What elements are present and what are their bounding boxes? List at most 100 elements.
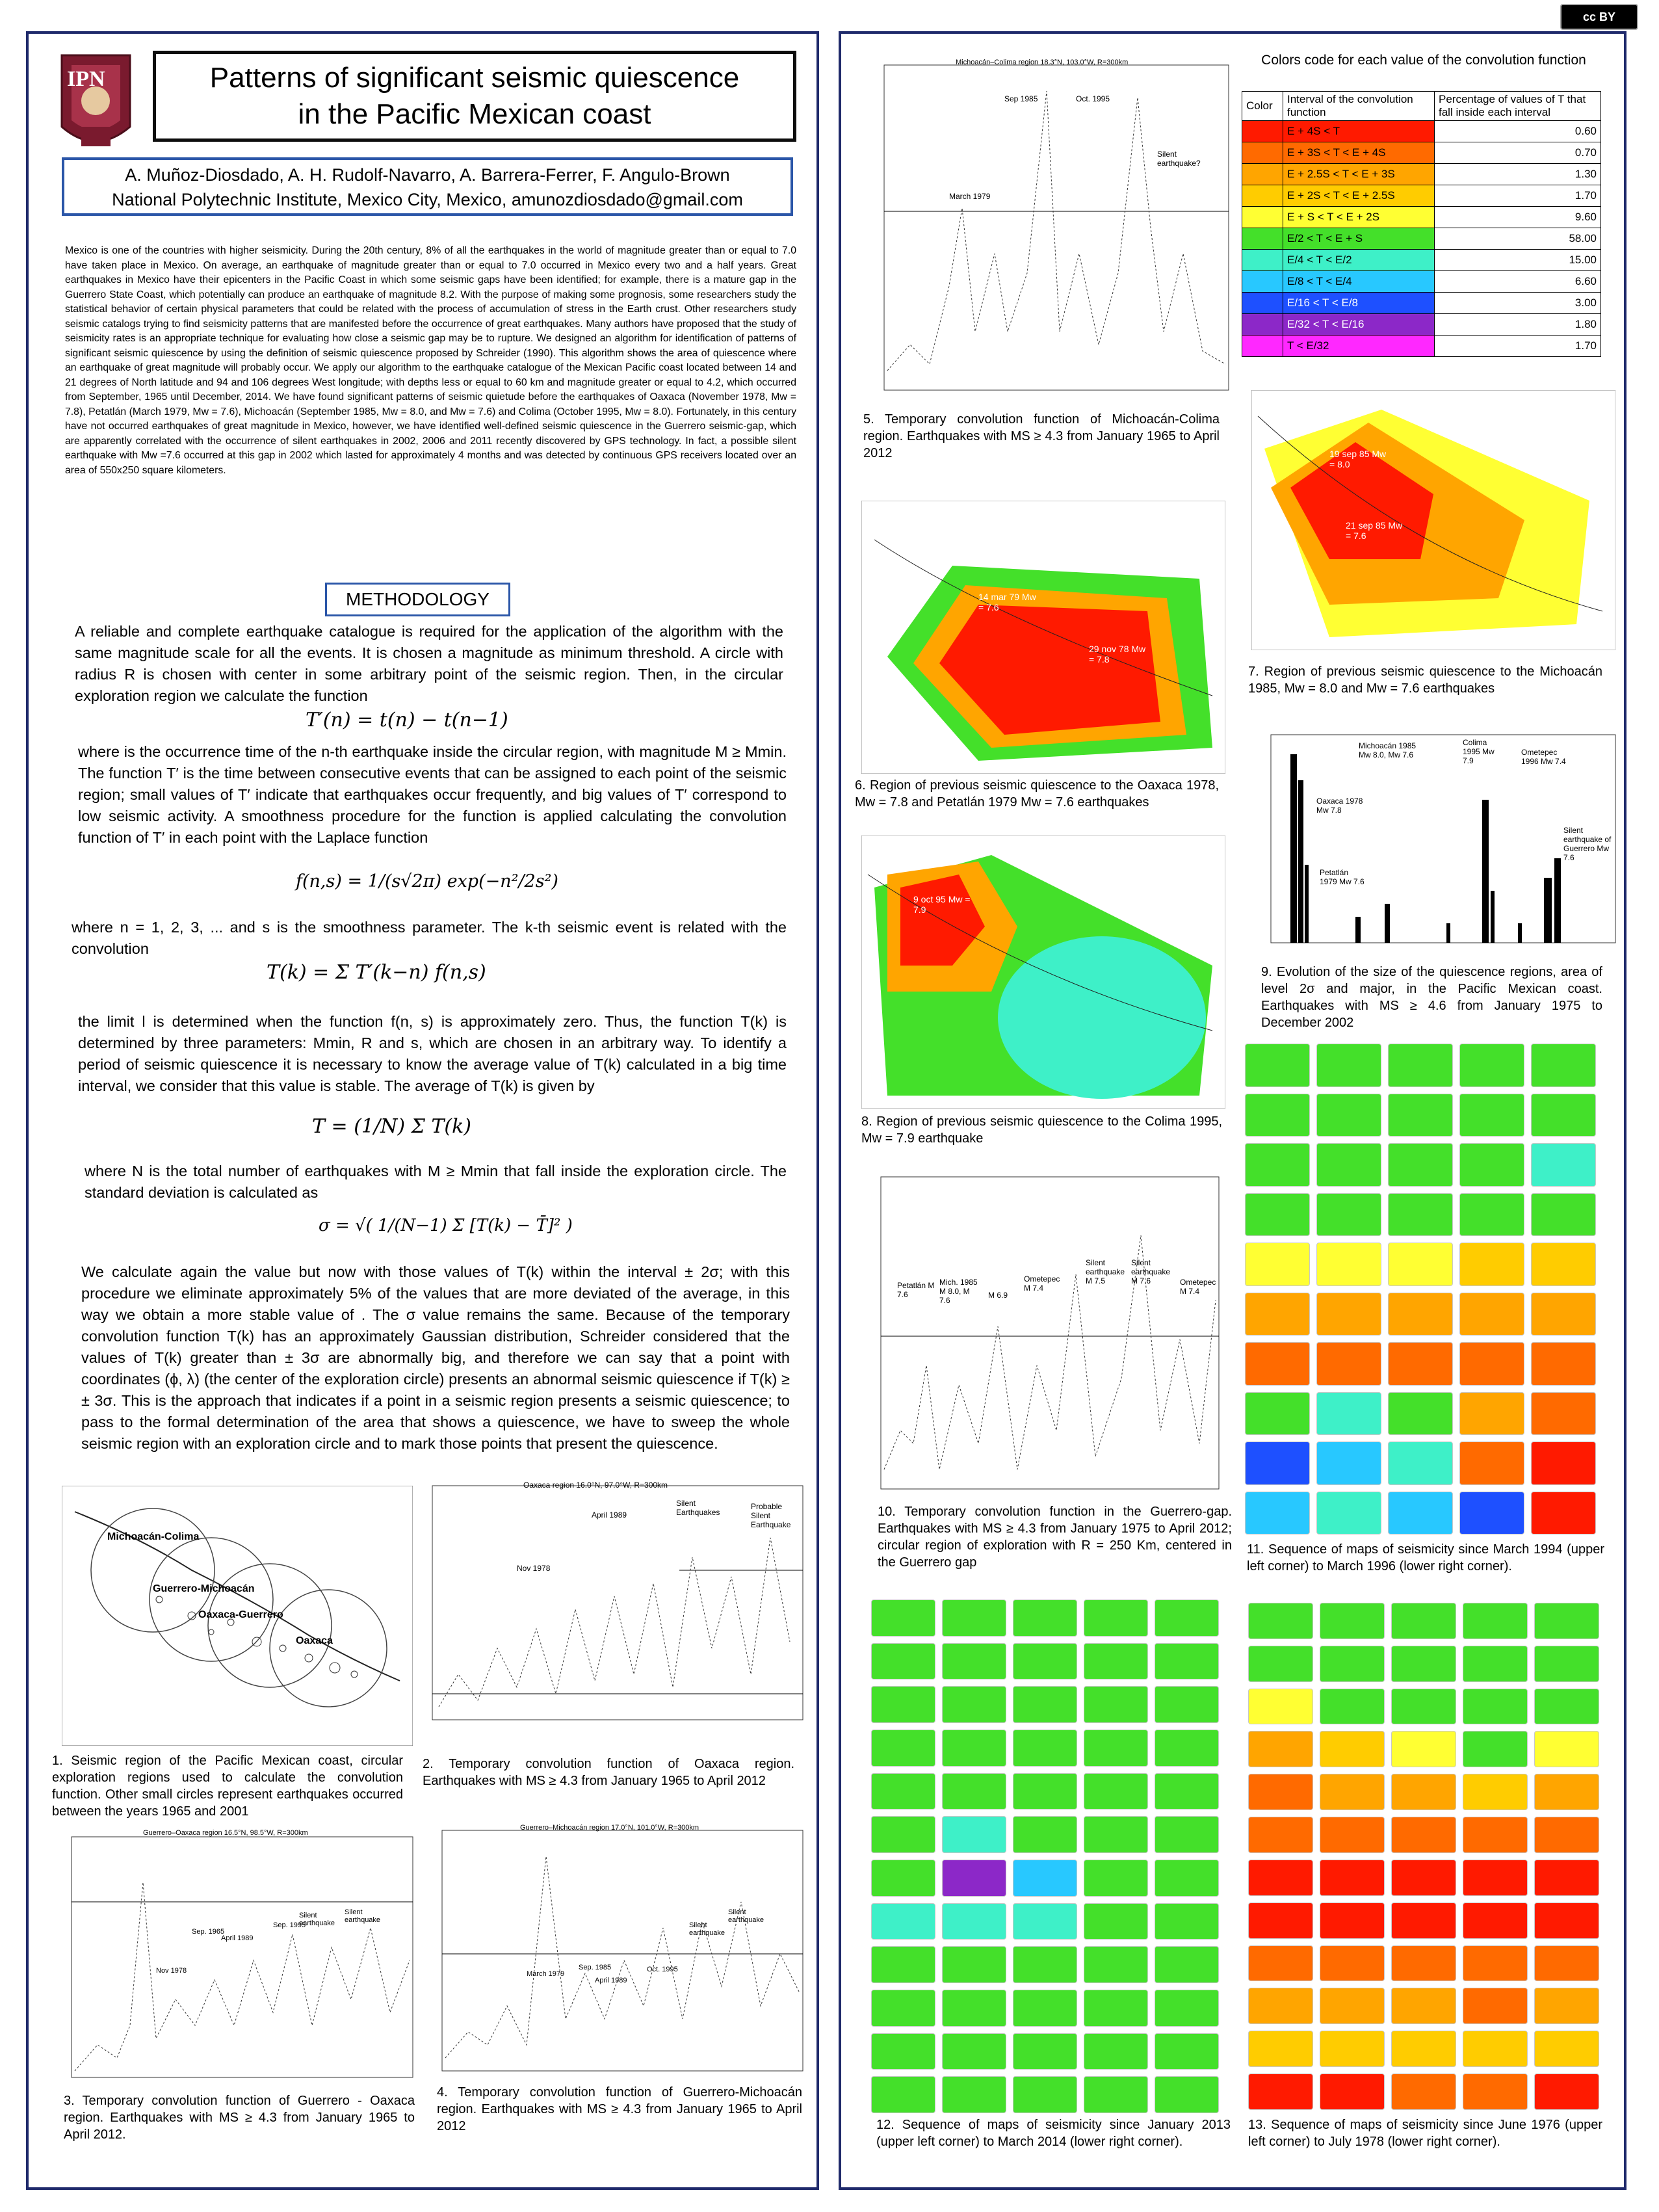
map-cell — [1013, 2033, 1077, 2070]
map-cell — [1463, 1817, 1528, 1853]
fig10-mark-6: Silent earthquake M 7.6 — [1131, 1258, 1171, 1285]
cc-interval: E/2 < T < E + S — [1283, 228, 1435, 250]
map-cell — [1084, 1990, 1148, 2027]
method-p6: We calculate again the value but now wit… — [81, 1263, 790, 1452]
map-cell — [1248, 2074, 1313, 2110]
map-cell — [1391, 1945, 1456, 1982]
map-cell — [1391, 1817, 1456, 1853]
map-cell — [1391, 2031, 1456, 2068]
map-cell — [1084, 1816, 1148, 1853]
map-cell — [1391, 1902, 1456, 1939]
fig8-mark-1: 9 oct 95 Mw = 7.9 — [913, 894, 971, 915]
map-cell — [1013, 1816, 1077, 1853]
map-cell — [1388, 1342, 1453, 1386]
formula-convolution: T(k) = Σ T′(k−n) f(n,s) — [267, 961, 486, 984]
map-cell — [942, 1816, 1006, 1853]
fig12-caption: 12. Sequence of maps of seismicity since… — [876, 2118, 1231, 2149]
fig7-michoacan-quiescence-map: 19 sep 85 Mw = 8.0 21 sep 85 Mw = 7.6 — [1251, 390, 1615, 650]
table-row: E + S < T < E + 2S 9.60 — [1242, 206, 1601, 228]
map-cell — [1531, 1442, 1596, 1485]
map-cell — [871, 1600, 935, 1637]
map-cell — [1155, 2076, 1219, 2113]
map-cell — [1248, 1988, 1313, 2025]
map-cell — [1248, 1645, 1313, 1682]
affiliation: National Polytechnic Institute, Mexico C… — [112, 190, 743, 209]
map-cell — [1155, 1860, 1219, 1897]
fig4-mark-1: March 1979 — [527, 1970, 565, 1978]
table-row: E + 4S < T 0.60 — [1242, 120, 1601, 142]
map-cell — [1534, 1945, 1599, 1982]
fig7-mark-1: 19 sep 85 Mw = 8.0 — [1329, 449, 1387, 469]
fig3-mark-4: Sep. 1995 — [273, 1921, 306, 1929]
fig3-title: Guerrero–Oaxaca region 16.5°N, 98.5°W, R… — [143, 1829, 308, 1837]
fig12-map-grid — [871, 1600, 1219, 2113]
map-cell — [1459, 1192, 1524, 1236]
fig5-mark-2: Oct. 1995 — [1076, 94, 1110, 103]
map-cell — [1534, 1817, 1599, 1853]
table-row: E + 2.5S < T < E + 3S 1.30 — [1242, 163, 1601, 185]
table-row: T < E/32 1.70 — [1242, 335, 1601, 357]
map-cell — [1248, 1731, 1313, 1768]
map-cell — [1245, 1292, 1310, 1336]
fig5-title: Michoacán–Colima region 18.3°N, 103.0°W,… — [956, 59, 1129, 66]
cc-pct: 0.70 — [1434, 142, 1601, 164]
fig10-mark-1: Petatlán M 7.6 — [897, 1281, 935, 1299]
map-cell — [1531, 1391, 1596, 1435]
fig2-mark-2: April 1989 — [592, 1510, 627, 1520]
fig7-mark-2: 21 sep 85 Mw = 7.6 — [1346, 520, 1403, 541]
map-cell — [1459, 1442, 1524, 1485]
cc-interval: E + 2S < T < E + 2.5S — [1283, 185, 1435, 207]
map-cell — [1391, 1645, 1456, 1682]
map-cell — [1463, 1945, 1528, 1982]
map-cell — [942, 2033, 1006, 2070]
map-cell — [942, 1730, 1006, 1767]
fig4-mark-3: April 1989 — [595, 1977, 627, 1984]
fig8-colima-quiescence-map: 9 oct 95 Mw = 7.9 — [861, 836, 1225, 1109]
fig5-mark-1: Sep 1985 — [1004, 94, 1038, 103]
map-cell — [1534, 1603, 1599, 1639]
map-cell — [1391, 1603, 1456, 1639]
cc-header-color: Color — [1242, 91, 1283, 121]
fig10-caption: 10. Temporary convolution function in th… — [878, 1505, 1232, 1570]
fig9-mark-6: Silent earthquake of Guerrero Mw 7.6 — [1563, 826, 1612, 862]
map-cell — [1245, 1391, 1310, 1435]
license-badge: cc BY — [1560, 4, 1638, 30]
map-cell — [1531, 1342, 1596, 1386]
fig10-mark-3: M 6.9 — [988, 1291, 1008, 1300]
map-cell — [1459, 1391, 1524, 1435]
abstract: Mexico is one of the countries with high… — [65, 245, 796, 476]
fig5-mark-3: March 1979 — [949, 192, 991, 201]
cc-header-interval: Interval of the convolution function — [1283, 91, 1435, 121]
map-cell — [1534, 1731, 1599, 1768]
map-cell — [942, 1860, 1006, 1897]
fig13-map-grid — [1248, 1603, 1599, 2110]
map-cell — [1391, 1988, 1456, 2025]
map-cell — [1320, 1645, 1385, 1682]
fig7-caption: 7. Region of previous seismic quiescence… — [1248, 665, 1602, 696]
map-cell — [1534, 2031, 1599, 2068]
map-cell — [1013, 1903, 1077, 1940]
map-cell — [1155, 1600, 1219, 1637]
map-cell — [871, 1772, 935, 1810]
fig9-mark-3: Ometepec 1996 Mw 7.4 — [1521, 748, 1566, 766]
fig9-caption: 9. Evolution of the size of the quiescen… — [1261, 965, 1602, 1030]
map-cell — [1320, 1902, 1385, 1939]
fig11-caption: 11. Sequence of maps of seismicity since… — [1247, 1542, 1604, 1573]
fig13-caption: 13. Sequence of maps of seismicity since… — [1248, 2118, 1602, 2149]
table-row: E/2 < T < E + S 58.00 — [1242, 228, 1601, 250]
map-cell — [1531, 1044, 1596, 1087]
map-cell — [1391, 1688, 1456, 1725]
map-cell — [1531, 1093, 1596, 1137]
cc-pct: 3.00 — [1434, 292, 1601, 314]
cc-interval: E/16 < T < E/8 — [1283, 292, 1435, 314]
logo-lettering: IPN — [67, 67, 105, 91]
fig4-mark-6: Silent earthquake — [728, 1908, 764, 1924]
map-cell — [1388, 1192, 1453, 1236]
map-cell — [1459, 1342, 1524, 1386]
cc-interval: E/8 < T < E/4 — [1283, 270, 1435, 293]
swatch — [1242, 249, 1283, 271]
left-panel — [26, 31, 819, 2190]
author-block: A. Muñoz-Diosdado, A. H. Rudolf-Navarro,… — [62, 157, 793, 216]
map-cell — [1459, 1491, 1524, 1534]
method-p5: where N is the total number of earthquak… — [85, 1163, 787, 1201]
